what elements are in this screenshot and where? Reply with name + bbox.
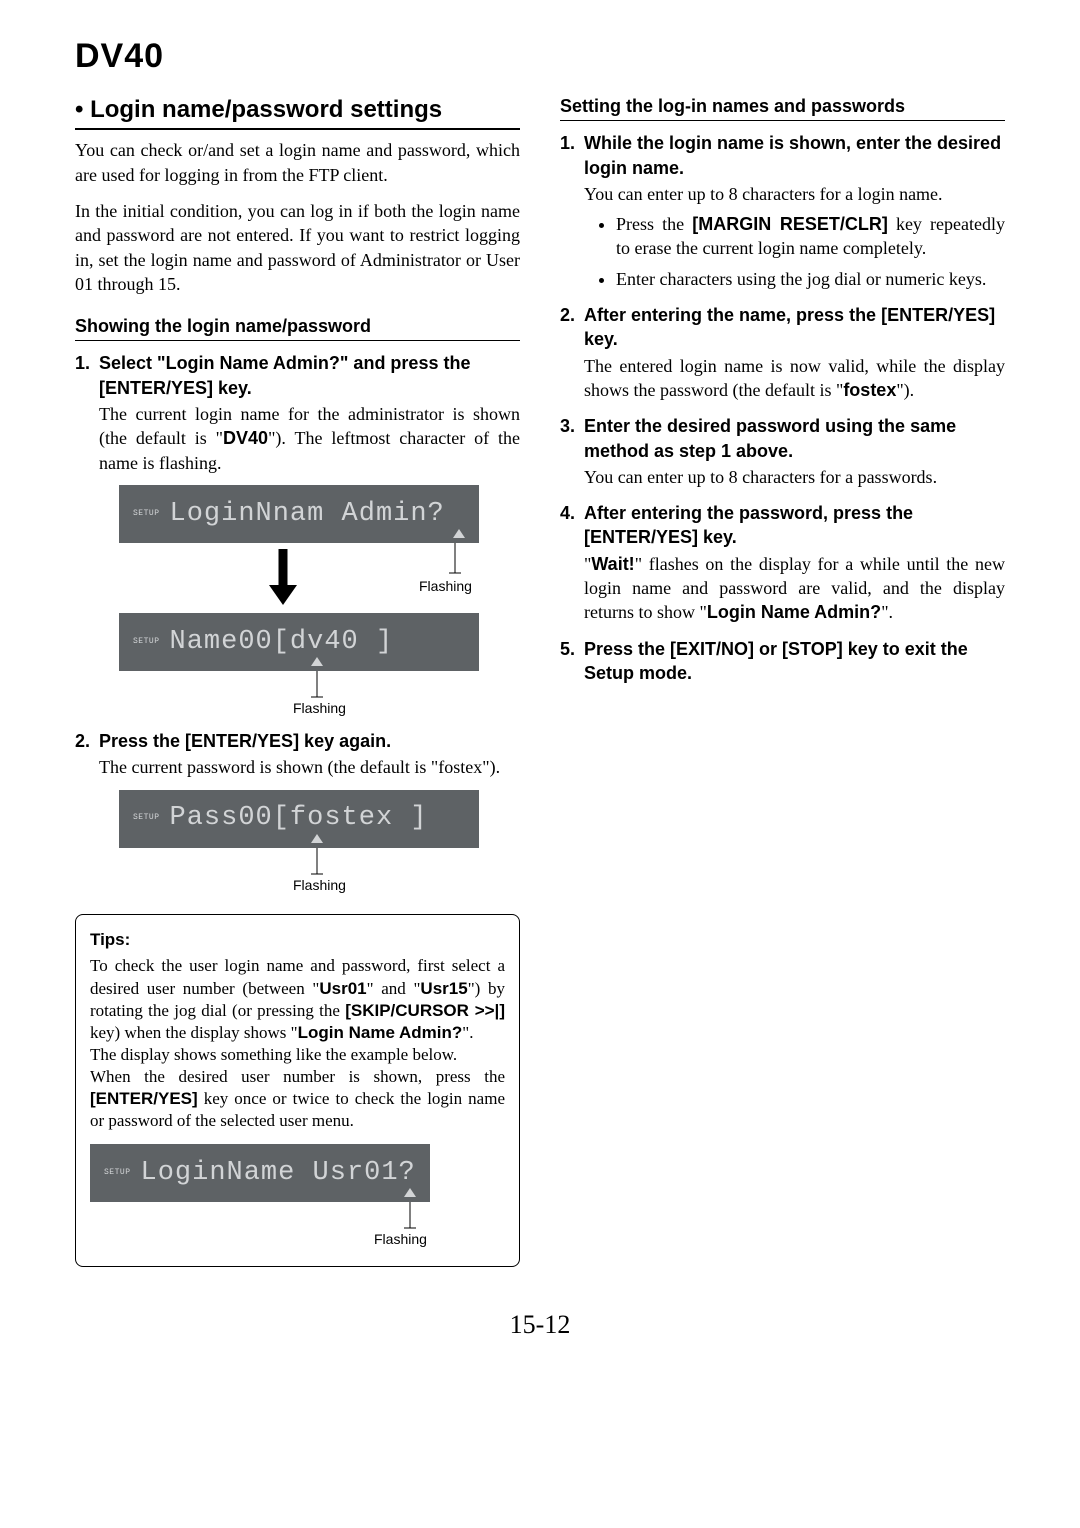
r1-bullet-1: Press the [MARGIN RESET/CLR] key repeate… <box>616 212 1005 261</box>
step2-title: Press the [ENTER/YES] key again. <box>99 731 391 751</box>
lcd-display-4: SETUP LoginName Usr01? <box>90 1144 430 1202</box>
svg-text:Flashing: Flashing <box>293 877 346 893</box>
page-number: 15-12 <box>75 1307 1005 1342</box>
r3-title: Enter the desired password using the sam… <box>584 416 956 460</box>
rstep-num-1: 1. <box>560 131 575 155</box>
rstep-num-3: 3. <box>560 414 575 438</box>
arrow-and-flashing-1: Flashing <box>119 543 479 613</box>
flashing-pointer-2: Flashing <box>119 671 479 717</box>
r4-body: "Wait!" flashes on the display for a whi… <box>584 552 1005 625</box>
r1-body: You can enter up to 8 characters for a l… <box>584 182 1005 206</box>
step-num-1: 1. <box>75 351 90 375</box>
step1-body: The current login name for the administr… <box>99 402 520 475</box>
r1-title: While the login name is shown, enter the… <box>584 133 1001 177</box>
flashing-pointer-4: Flashing <box>90 1202 430 1248</box>
r4-title: After entering the password, press the [… <box>584 503 913 547</box>
svg-text:DV40: DV40 <box>75 40 164 74</box>
rstep-num-4: 4. <box>560 501 575 525</box>
svg-text:Flashing: Flashing <box>293 700 346 716</box>
r3-body: You can enter up to 8 characters for a p… <box>584 465 1005 489</box>
lcd-group-1: SETUP LoginNnam Admin? Flashing SETUP Na… <box>119 485 520 717</box>
intro-para-1: You can check or/and set a login name an… <box>75 138 520 187</box>
step-num-2: 2. <box>75 729 90 753</box>
tips-body-2: The display shows something like the exa… <box>90 1044 505 1066</box>
intro-para-2: In the initial condition, you can log in… <box>75 199 520 296</box>
step1-title: Select "Login Name Admin?" and press the… <box>99 353 470 397</box>
logo: DV40 <box>75 40 1005 74</box>
tips-body-3: When the desired user number is shown, p… <box>90 1066 505 1132</box>
tips-box: Tips: To check the user login name and p… <box>75 914 520 1268</box>
step2-body: The current password is shown (the defau… <box>99 755 520 779</box>
tips-body: To check the user login name and passwor… <box>90 955 505 1043</box>
lcd-group-2: SETUP Pass00[fostex ] Flashing <box>119 790 520 894</box>
svg-text:Flashing: Flashing <box>374 1231 427 1247</box>
r5-title: Press the [EXIT/NO] or [STOP] key to exi… <box>584 639 968 683</box>
tips-title: Tips: <box>90 929 505 952</box>
r2-title: After entering the name, press the [ENTE… <box>584 305 995 349</box>
section-title: • Login name/password settings <box>75 94 520 130</box>
lcd-display-3: SETUP Pass00[fostex ] <box>119 790 479 848</box>
rstep-num-2: 2. <box>560 303 575 327</box>
lcd-display-2: SETUP Name00[dv40 ] <box>119 613 479 671</box>
r1-bullet-2: Enter characters using the jog dial or n… <box>616 267 1005 291</box>
r2-body: The entered login name is now valid, whi… <box>584 354 1005 403</box>
subsection-setting: Setting the log-in names and passwords <box>560 94 1005 121</box>
lcd-display-1: SETUP LoginNnam Admin? <box>119 485 479 543</box>
rstep-num-5: 5. <box>560 637 575 661</box>
svg-text:Flashing: Flashing <box>419 578 472 594</box>
flashing-pointer-3: Flashing <box>119 848 479 894</box>
subsection-showing: Showing the login name/password <box>75 314 520 341</box>
